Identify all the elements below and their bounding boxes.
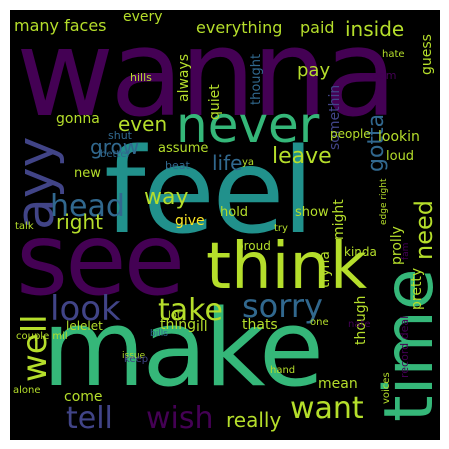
word: voices <box>381 372 392 404</box>
word: beat <box>165 159 190 172</box>
word: need <box>410 200 438 260</box>
word: never <box>176 96 320 154</box>
word: lookin <box>378 129 420 145</box>
word: wish <box>146 401 214 436</box>
word: show <box>295 205 329 220</box>
word: couple mil <box>16 331 68 342</box>
word: shut <box>108 129 132 142</box>
word: paid <box>300 18 335 37</box>
word: hills <box>130 71 152 84</box>
word: feel <box>104 122 315 260</box>
word-cloud: wanna feel make see think time never ayy… <box>10 10 440 440</box>
word: lot <box>168 310 181 321</box>
word: hate <box>382 49 405 60</box>
word: issue <box>122 351 146 361</box>
word: thought <box>249 53 264 105</box>
word: fam <box>401 242 411 260</box>
word: always <box>176 53 192 102</box>
word: way <box>144 185 189 210</box>
word: tell <box>66 401 113 436</box>
word: look <box>50 289 121 329</box>
word: see <box>16 201 185 318</box>
word: pay <box>297 60 331 81</box>
word: loud <box>386 149 415 164</box>
word: head <box>50 189 125 224</box>
word: edge right <box>379 178 389 225</box>
word: grow <box>90 135 140 159</box>
word: quiet <box>207 84 223 120</box>
word: wanna <box>16 10 397 144</box>
word: assume <box>158 141 209 156</box>
word: everything <box>196 18 283 37</box>
word: thats <box>242 317 278 333</box>
word: try <box>274 223 288 234</box>
word: room <box>368 69 397 82</box>
word: talk <box>15 221 34 232</box>
word: pretty <box>409 267 425 310</box>
word: keep <box>124 354 149 365</box>
word: give <box>175 213 205 229</box>
word: right <box>56 210 103 234</box>
word: bills <box>150 329 168 339</box>
word: alone <box>13 385 41 396</box>
word: well <box>15 314 55 382</box>
word: take <box>158 293 223 328</box>
word: lelelet <box>66 319 103 333</box>
word: inside <box>345 17 405 41</box>
word: one <box>310 317 329 328</box>
word: leave <box>272 144 332 169</box>
word: hand <box>270 365 296 376</box>
word: many faces <box>14 16 107 35</box>
word: record deal <box>398 315 411 378</box>
word: ill <box>196 319 208 335</box>
word: might <box>331 199 347 240</box>
word: sorry <box>242 287 323 325</box>
word: thing <box>160 317 197 333</box>
word: proud <box>236 239 271 253</box>
word: ya <box>242 157 255 168</box>
word: tryna <box>317 251 333 288</box>
word: want <box>290 391 364 426</box>
word: better <box>100 149 131 160</box>
word: guess <box>419 34 435 75</box>
word: mean <box>318 376 358 392</box>
word: gonna <box>56 111 100 127</box>
word: even <box>118 112 168 136</box>
word: really <box>226 408 282 432</box>
word: hold <box>220 205 249 220</box>
word: kinda <box>344 245 377 259</box>
word: come <box>64 389 103 405</box>
word: think <box>206 230 368 304</box>
word: nate <box>348 319 371 330</box>
word: new <box>74 166 101 181</box>
word: make <box>42 287 324 410</box>
word: life <box>212 151 243 175</box>
word: people <box>330 127 371 141</box>
word: every <box>123 10 163 25</box>
